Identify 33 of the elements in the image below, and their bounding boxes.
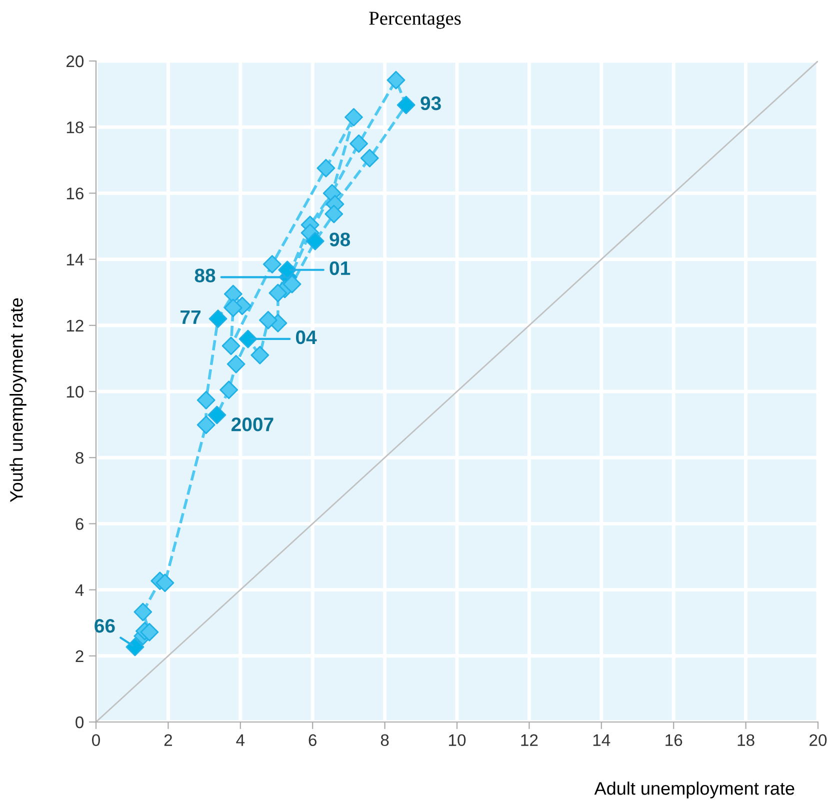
y-tick-label: 4 — [75, 584, 84, 596]
y-tick-label: 14 — [66, 254, 84, 266]
annotation: 04 — [296, 330, 317, 344]
y-axis-title: Youth unemployment rate — [10, 298, 26, 502]
annotation: 2007 — [232, 418, 274, 432]
x-tick-label: 20 — [810, 734, 827, 746]
y-tick-label: 16 — [66, 188, 84, 200]
x-tick-label: 0 — [92, 734, 100, 746]
y-tick-label: 18 — [66, 122, 84, 134]
annotation: 01 — [330, 261, 350, 276]
y-tick-label: 6 — [76, 518, 84, 530]
x-tick-label: 4 — [236, 734, 245, 746]
annotation: 77 — [180, 310, 200, 324]
y-tick-label: 10 — [66, 386, 84, 398]
y-tick-label: 12 — [66, 320, 84, 332]
chart-title: Percentages — [369, 12, 461, 29]
x-tick-label: 16 — [666, 734, 682, 746]
y-tick-label: 8 — [76, 452, 84, 464]
annotation: 88 — [194, 268, 216, 282]
x-tick-label: 8 — [380, 734, 389, 746]
annotation: 98 — [330, 232, 350, 246]
x-tick-label: 12 — [521, 734, 538, 746]
annotation: 66 — [94, 618, 115, 633]
y-tick-label: 2 — [76, 650, 84, 662]
x-axis-title: Adult unemployment rate — [594, 782, 794, 798]
x-tick-label: 18 — [738, 734, 754, 746]
x-tick-label: 10 — [449, 734, 466, 746]
y-tick-label: 20 — [66, 55, 84, 68]
x-tick-label: 2 — [164, 734, 172, 746]
y-tick-label: 0 — [76, 716, 84, 728]
x-tick-label: 14 — [593, 734, 610, 746]
x-tick-label: 6 — [308, 734, 316, 746]
annotation: 93 — [420, 96, 441, 110]
